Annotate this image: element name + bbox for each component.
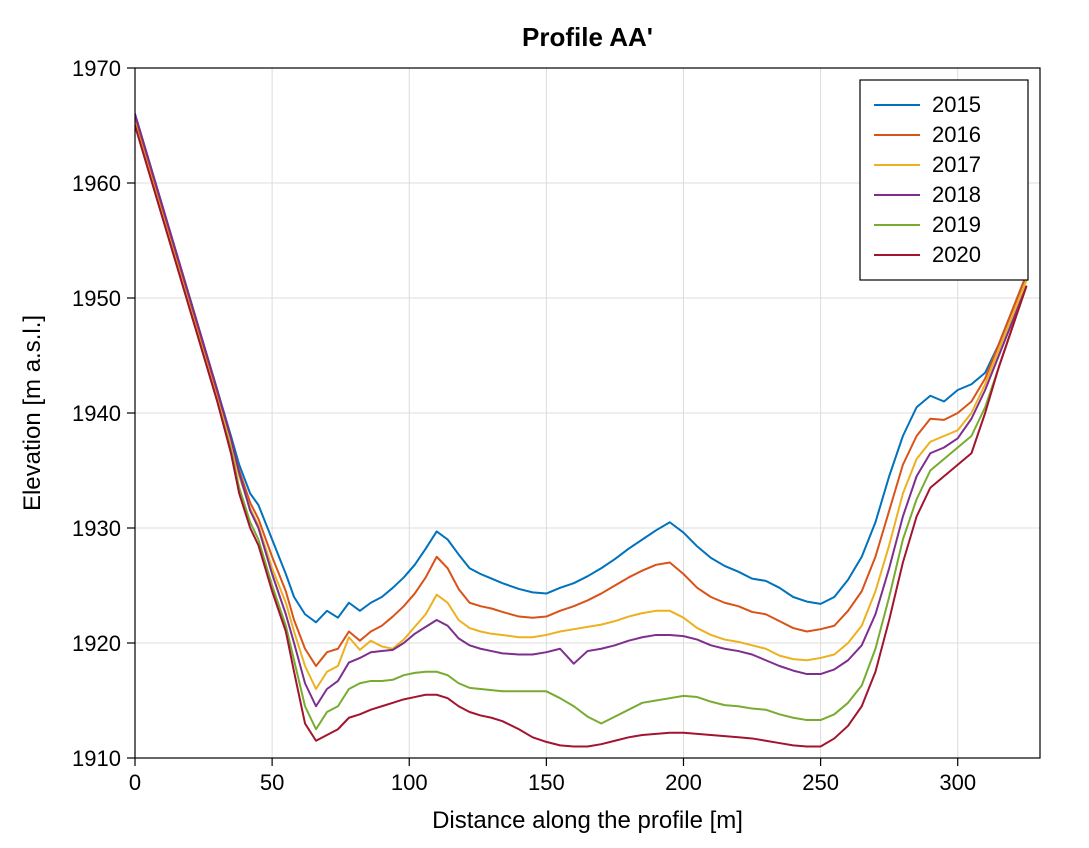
legend-label-2019: 2019 bbox=[932, 212, 981, 237]
y-tick-label: 1960 bbox=[72, 171, 121, 196]
x-tick-label: 300 bbox=[939, 770, 976, 795]
y-tick-label: 1920 bbox=[72, 631, 121, 656]
y-tick-label: 1970 bbox=[72, 56, 121, 81]
x-tick-label: 50 bbox=[260, 770, 284, 795]
chart-title: Profile AA' bbox=[522, 22, 653, 52]
legend-label-2020: 2020 bbox=[932, 242, 981, 267]
legend-label-2016: 2016 bbox=[932, 122, 981, 147]
x-tick-label: 100 bbox=[391, 770, 428, 795]
x-axis-label: Distance along the profile [m] bbox=[432, 807, 743, 834]
y-axis-label: Elevation [m a.s.l.] bbox=[19, 315, 46, 511]
y-tick-label: 1940 bbox=[72, 401, 121, 426]
profile-chart: 0 50 100 150 200 250 300 1910 1920 1930 1940 1950 19… bbox=[0, 0, 1089, 848]
x-tick-label: 0 bbox=[129, 770, 141, 795]
legend-label-2018: 2018 bbox=[932, 182, 981, 207]
y-tick-label: 1930 bbox=[72, 516, 121, 541]
y-tick-label: 1910 bbox=[72, 746, 121, 771]
legend-label-2017: 2017 bbox=[932, 152, 981, 177]
x-tick-label: 150 bbox=[528, 770, 565, 795]
legend-label-2015: 2015 bbox=[932, 92, 981, 117]
x-tick-label: 200 bbox=[665, 770, 702, 795]
x-tick-label: 250 bbox=[802, 770, 839, 795]
chart-container: 0 50 100 150 200 250 300 1910 1920 1930 1940 1950 19… bbox=[0, 0, 1089, 848]
y-tick-label: 1950 bbox=[72, 286, 121, 311]
